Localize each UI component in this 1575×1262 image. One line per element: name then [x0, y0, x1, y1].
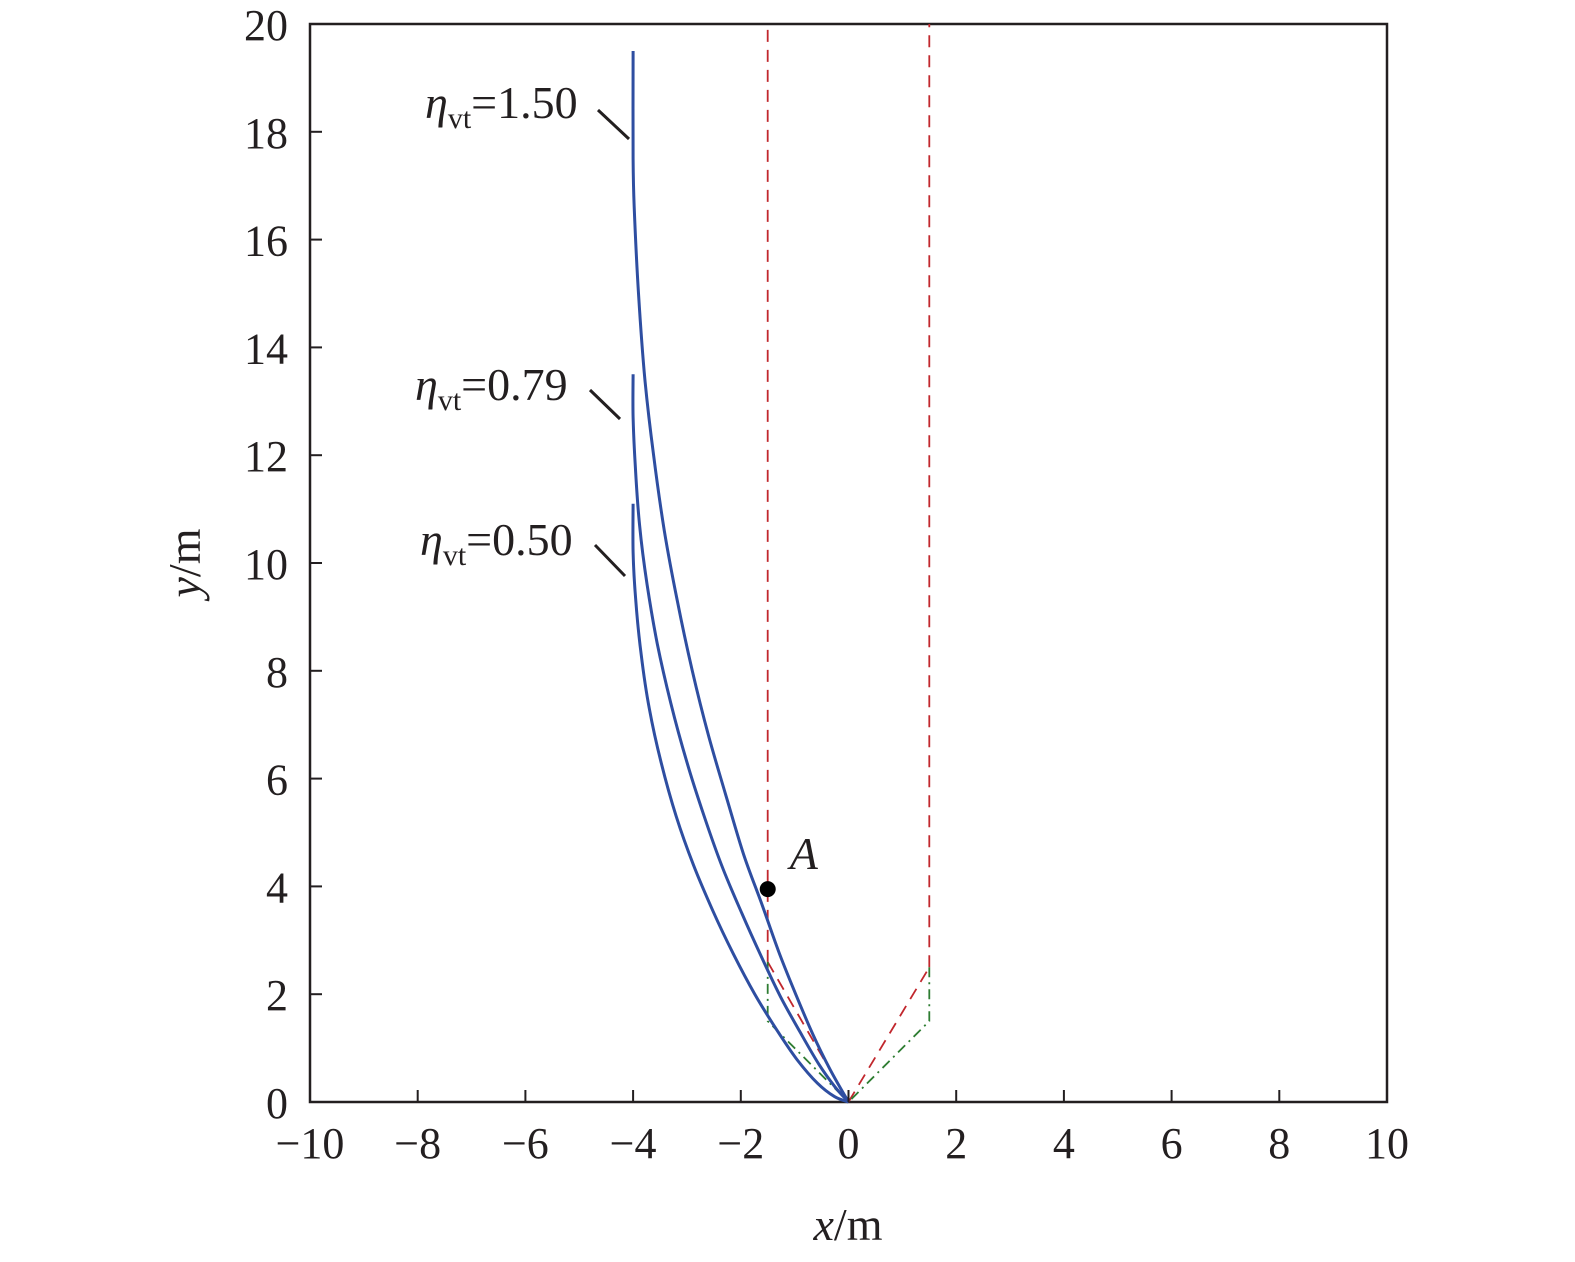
- series-leader-line-2: [593, 543, 627, 578]
- left-green-boundary: [766, 961, 850, 1103]
- x-axis-label: x/m: [813, 1199, 883, 1250]
- y-axis-label: y/m: [159, 528, 210, 601]
- y-tick-label: 8: [266, 648, 288, 697]
- x-tick-label: −4: [610, 1119, 657, 1168]
- x-tick-label: 2: [945, 1119, 967, 1168]
- point-a-label: A: [787, 828, 819, 879]
- series-leader-line-0: [596, 108, 631, 141]
- x-tick-label: −6: [502, 1119, 549, 1168]
- series-label-1: ηvt=0.79: [415, 359, 568, 417]
- y-tick-label: 16: [244, 217, 288, 266]
- left-red-diagonal: [766, 961, 850, 1103]
- y-tick-label: 10: [244, 540, 288, 589]
- y-tick-label: 12: [244, 432, 288, 481]
- right-red-diagonal: [847, 966, 931, 1103]
- series-line-0: [631, 50, 850, 1103]
- y-tick-label: 4: [266, 863, 288, 912]
- x-tick-label: −8: [394, 1119, 441, 1168]
- series-label-2: ηvt=0.50: [420, 514, 573, 572]
- series-label-0: ηvt=1.50: [425, 77, 578, 135]
- x-tick-label: −10: [276, 1119, 345, 1168]
- x-tick-label: 8: [1268, 1119, 1290, 1168]
- x-tick-label: 4: [1053, 1119, 1075, 1168]
- y-tick-label: 6: [266, 756, 288, 805]
- series-line-1: [631, 374, 850, 1104]
- right-green-boundary: [847, 967, 931, 1103]
- boundary-lines: [766, 24, 931, 1103]
- point-a-marker: [759, 881, 776, 898]
- series-line-2: [631, 503, 850, 1104]
- y-tick-label: 18: [244, 109, 288, 158]
- series-leader-line-1: [588, 388, 622, 421]
- x-tick-label: 10: [1365, 1119, 1409, 1168]
- y-tick-label: 14: [244, 324, 288, 373]
- x-tick-label: 6: [1161, 1119, 1183, 1168]
- axis-ticks: −10 −8 −6 −4 −2 0 2 4 6 8 10 0 2 4 6 8 10 12 14 16 18 20: [244, 1, 1409, 1168]
- x-tick-label: −2: [717, 1119, 764, 1168]
- y-tick-label: 2: [266, 971, 288, 1020]
- trajectory-series: ηvt=1.50 ηvt=0.79 ηvt=0.50: [415, 50, 850, 1104]
- x-tick-label: 0: [838, 1119, 860, 1168]
- annotations: A: [759, 828, 819, 898]
- y-tick-label: 0: [266, 1079, 288, 1128]
- y-tick-label: 20: [244, 1, 288, 50]
